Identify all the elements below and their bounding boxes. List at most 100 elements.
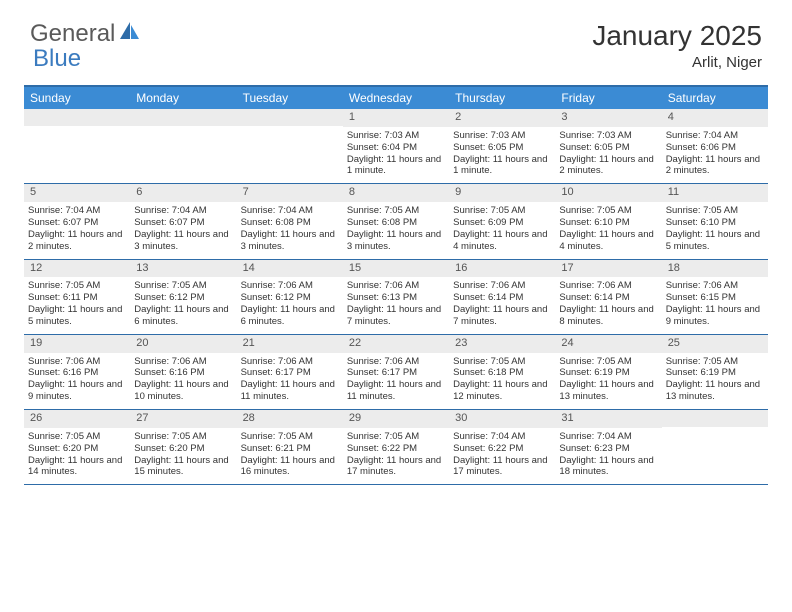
calendar-cell: 7Sunrise: 7:04 AMSunset: 6:08 PMDaylight… — [237, 184, 343, 258]
calendar-cell: 6Sunrise: 7:04 AMSunset: 6:07 PMDaylight… — [130, 184, 236, 258]
calendar-cell-empty — [24, 109, 130, 183]
calendar-cell: 22Sunrise: 7:06 AMSunset: 6:17 PMDayligh… — [343, 335, 449, 409]
daylight-text: Daylight: 11 hours and 17 minutes. — [347, 455, 445, 479]
weekday-header-friday: Friday — [555, 87, 661, 109]
sunset-text: Sunset: 6:12 PM — [134, 292, 232, 304]
sunrise-text: Sunrise: 7:04 AM — [453, 431, 551, 443]
calendar-cell: 26Sunrise: 7:05 AMSunset: 6:20 PMDayligh… — [24, 410, 130, 484]
cell-body: Sunrise: 7:06 AMSunset: 6:16 PMDaylight:… — [24, 353, 130, 410]
daylight-text: Daylight: 11 hours and 13 minutes. — [666, 379, 764, 403]
cell-body: Sunrise: 7:03 AMSunset: 6:05 PMDaylight:… — [555, 127, 661, 184]
calendar-cell-empty — [662, 410, 768, 484]
day-number: 10 — [555, 184, 661, 202]
cell-body: Sunrise: 7:05 AMSunset: 6:18 PMDaylight:… — [449, 353, 555, 410]
sunrise-text: Sunrise: 7:04 AM — [134, 205, 232, 217]
sunrise-text: Sunrise: 7:05 AM — [453, 205, 551, 217]
cell-body — [130, 126, 236, 181]
cell-body: Sunrise: 7:06 AMSunset: 6:14 PMDaylight:… — [449, 277, 555, 334]
cell-body: Sunrise: 7:03 AMSunset: 6:04 PMDaylight:… — [343, 127, 449, 184]
cell-body: Sunrise: 7:05 AMSunset: 6:21 PMDaylight:… — [237, 428, 343, 485]
cell-body: Sunrise: 7:05 AMSunset: 6:12 PMDaylight:… — [130, 277, 236, 334]
day-number: 18 — [662, 260, 768, 278]
calendar-cell: 28Sunrise: 7:05 AMSunset: 6:21 PMDayligh… — [237, 410, 343, 484]
sunset-text: Sunset: 6:05 PM — [453, 142, 551, 154]
sunset-text: Sunset: 6:13 PM — [347, 292, 445, 304]
day-number: 17 — [555, 260, 661, 278]
sunrise-text: Sunrise: 7:05 AM — [134, 431, 232, 443]
daylight-text: Daylight: 11 hours and 6 minutes. — [134, 304, 232, 328]
cell-body: Sunrise: 7:05 AMSunset: 6:20 PMDaylight:… — [130, 428, 236, 485]
daylight-text: Daylight: 11 hours and 2 minutes. — [666, 154, 764, 178]
day-number: 21 — [237, 335, 343, 353]
month-title: January 2025 — [592, 20, 762, 52]
cell-body: Sunrise: 7:03 AMSunset: 6:05 PMDaylight:… — [449, 127, 555, 184]
sunrise-text: Sunrise: 7:05 AM — [347, 431, 445, 443]
day-number — [130, 109, 236, 126]
sunset-text: Sunset: 6:10 PM — [666, 217, 764, 229]
daylight-text: Daylight: 11 hours and 3 minutes. — [134, 229, 232, 253]
sunrise-text: Sunrise: 7:06 AM — [347, 280, 445, 292]
calendar-cell: 5Sunrise: 7:04 AMSunset: 6:07 PMDaylight… — [24, 184, 130, 258]
calendar-cell: 27Sunrise: 7:05 AMSunset: 6:20 PMDayligh… — [130, 410, 236, 484]
weeks-container: 1Sunrise: 7:03 AMSunset: 6:04 PMDaylight… — [24, 109, 768, 485]
weekday-header-monday: Monday — [130, 87, 236, 109]
cell-body: Sunrise: 7:04 AMSunset: 6:07 PMDaylight:… — [130, 202, 236, 259]
calendar-cell: 10Sunrise: 7:05 AMSunset: 6:10 PMDayligh… — [555, 184, 661, 258]
calendar-cell: 15Sunrise: 7:06 AMSunset: 6:13 PMDayligh… — [343, 260, 449, 334]
sunrise-text: Sunrise: 7:06 AM — [453, 280, 551, 292]
sunset-text: Sunset: 6:22 PM — [453, 443, 551, 455]
weekday-header-tuesday: Tuesday — [237, 87, 343, 109]
sunset-text: Sunset: 6:19 PM — [559, 367, 657, 379]
calendar-cell: 24Sunrise: 7:05 AMSunset: 6:19 PMDayligh… — [555, 335, 661, 409]
sunset-text: Sunset: 6:12 PM — [241, 292, 339, 304]
day-number: 29 — [343, 410, 449, 428]
weekday-header-row: SundayMondayTuesdayWednesdayThursdayFrid… — [24, 87, 768, 109]
sunset-text: Sunset: 6:23 PM — [559, 443, 657, 455]
calendar-cell: 20Sunrise: 7:06 AMSunset: 6:16 PMDayligh… — [130, 335, 236, 409]
cell-body — [24, 126, 130, 181]
sunset-text: Sunset: 6:21 PM — [241, 443, 339, 455]
sunrise-text: Sunrise: 7:04 AM — [559, 431, 657, 443]
day-number: 7 — [237, 184, 343, 202]
cell-body: Sunrise: 7:05 AMSunset: 6:08 PMDaylight:… — [343, 202, 449, 259]
day-number: 25 — [662, 335, 768, 353]
sunrise-text: Sunrise: 7:06 AM — [28, 356, 126, 368]
cell-body: Sunrise: 7:04 AMSunset: 6:22 PMDaylight:… — [449, 428, 555, 485]
day-number: 20 — [130, 335, 236, 353]
cell-body — [237, 126, 343, 181]
day-number: 23 — [449, 335, 555, 353]
calendar-cell: 13Sunrise: 7:05 AMSunset: 6:12 PMDayligh… — [130, 260, 236, 334]
location-text: Arlit, Niger — [592, 54, 762, 71]
sunrise-text: Sunrise: 7:03 AM — [347, 130, 445, 142]
sunset-text: Sunset: 6:11 PM — [28, 292, 126, 304]
sunrise-text: Sunrise: 7:04 AM — [666, 130, 764, 142]
daylight-text: Daylight: 11 hours and 11 minutes. — [347, 379, 445, 403]
weekday-header-saturday: Saturday — [662, 87, 768, 109]
weekday-header-thursday: Thursday — [449, 87, 555, 109]
brand-logo: General — [30, 20, 141, 48]
day-number: 26 — [24, 410, 130, 428]
day-number: 14 — [237, 260, 343, 278]
sunset-text: Sunset: 6:14 PM — [453, 292, 551, 304]
sunset-text: Sunset: 6:07 PM — [28, 217, 126, 229]
sunset-text: Sunset: 6:09 PM — [453, 217, 551, 229]
sunrise-text: Sunrise: 7:05 AM — [241, 431, 339, 443]
sunrise-text: Sunrise: 7:05 AM — [666, 356, 764, 368]
calendar-cell: 3Sunrise: 7:03 AMSunset: 6:05 PMDaylight… — [555, 109, 661, 183]
sunrise-text: Sunrise: 7:04 AM — [28, 205, 126, 217]
week-row: 19Sunrise: 7:06 AMSunset: 6:16 PMDayligh… — [24, 335, 768, 410]
sunset-text: Sunset: 6:05 PM — [559, 142, 657, 154]
day-number: 3 — [555, 109, 661, 127]
page-header: General January 2025 Arlit, Niger — [0, 0, 792, 77]
daylight-text: Daylight: 11 hours and 6 minutes. — [241, 304, 339, 328]
sunset-text: Sunset: 6:19 PM — [666, 367, 764, 379]
sail-icon — [119, 21, 141, 41]
calendar-cell: 23Sunrise: 7:05 AMSunset: 6:18 PMDayligh… — [449, 335, 555, 409]
sunrise-text: Sunrise: 7:06 AM — [241, 356, 339, 368]
daylight-text: Daylight: 11 hours and 15 minutes. — [134, 455, 232, 479]
daylight-text: Daylight: 11 hours and 2 minutes. — [28, 229, 126, 253]
daylight-text: Daylight: 11 hours and 4 minutes. — [559, 229, 657, 253]
sunset-text: Sunset: 6:10 PM — [559, 217, 657, 229]
weekday-header-wednesday: Wednesday — [343, 87, 449, 109]
sunset-text: Sunset: 6:22 PM — [347, 443, 445, 455]
